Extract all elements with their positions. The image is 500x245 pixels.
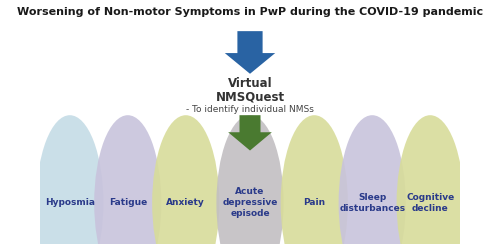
Ellipse shape bbox=[338, 115, 406, 245]
Text: Cognitive
decline: Cognitive decline bbox=[406, 193, 454, 213]
Text: Acute
depressive
episode: Acute depressive episode bbox=[222, 187, 278, 219]
Ellipse shape bbox=[216, 115, 284, 245]
Text: Hyposmia: Hyposmia bbox=[45, 198, 95, 207]
Polygon shape bbox=[228, 115, 272, 150]
Text: NMSQuest: NMSQuest bbox=[216, 91, 284, 104]
Polygon shape bbox=[225, 31, 275, 74]
Ellipse shape bbox=[396, 115, 464, 245]
Text: Worsening of Non-motor Symptoms in PwP during the COVID-19 pandemic: Worsening of Non-motor Symptoms in PwP d… bbox=[17, 7, 483, 17]
Text: Sleep
disturbances: Sleep disturbances bbox=[339, 193, 406, 213]
Text: Fatigue: Fatigue bbox=[108, 198, 147, 207]
Text: Virtual: Virtual bbox=[228, 77, 272, 90]
Text: - To identify individual NMSs: - To identify individual NMSs bbox=[186, 105, 314, 114]
Ellipse shape bbox=[152, 115, 220, 245]
Text: Anxiety: Anxiety bbox=[166, 198, 205, 207]
Ellipse shape bbox=[280, 115, 348, 245]
Text: Pain: Pain bbox=[303, 198, 326, 207]
Ellipse shape bbox=[94, 115, 162, 245]
Ellipse shape bbox=[36, 115, 104, 245]
